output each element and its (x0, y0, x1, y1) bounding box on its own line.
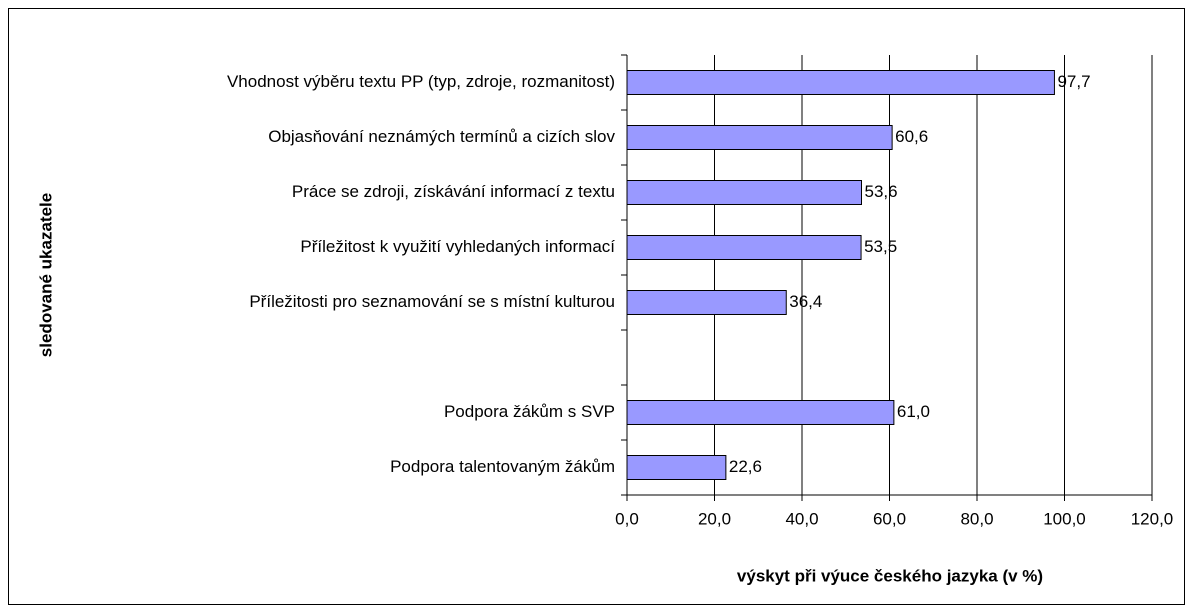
x-tick-label: 0,0 (615, 509, 639, 528)
y-axis-title: sledované ukazatele (36, 193, 55, 357)
value-label: 60,6 (895, 127, 928, 146)
value-label: 36,4 (789, 292, 822, 311)
x-tick-label: 120,0 (1131, 509, 1174, 528)
value-label: 97,7 (1057, 72, 1090, 91)
y-tick-label: Podpora žákům s SVP (444, 402, 615, 421)
bar (626, 125, 893, 150)
x-tick-label: 40,0 (785, 509, 818, 528)
bar (626, 455, 727, 480)
value-label: 22,6 (729, 457, 762, 476)
y-tick-label: Vhodnost výběru textu PP (typ, zdroje, r… (227, 72, 615, 91)
bar (626, 180, 862, 205)
y-tick-label: Objasňování neznámých termínů a cizích s… (268, 127, 615, 146)
bar (626, 235, 862, 260)
x-tick-label: 60,0 (873, 509, 906, 528)
y-tick-label: Příležitosti pro seznamování se s místní… (249, 292, 615, 311)
y-tick-label: Podpora talentovaným žákům (390, 457, 615, 476)
y-tick-label: Příležitost k využití vyhledaných inform… (300, 237, 615, 256)
bar (626, 400, 895, 425)
x-tick-label: 80,0 (960, 509, 993, 528)
chart-frame (8, 8, 1185, 605)
value-label: 53,6 (865, 182, 898, 201)
x-axis-title: výskyt při výuce českého jazyka (v %) (737, 566, 1043, 585)
value-label: 61,0 (897, 402, 930, 421)
x-tick-label: 20,0 (698, 509, 731, 528)
bar (626, 70, 1055, 95)
value-label: 53,5 (864, 237, 897, 256)
y-tick-label: Práce se zdroji, získávání informací z t… (292, 182, 615, 201)
bar (626, 290, 787, 315)
x-tick-label: 100,0 (1043, 509, 1086, 528)
